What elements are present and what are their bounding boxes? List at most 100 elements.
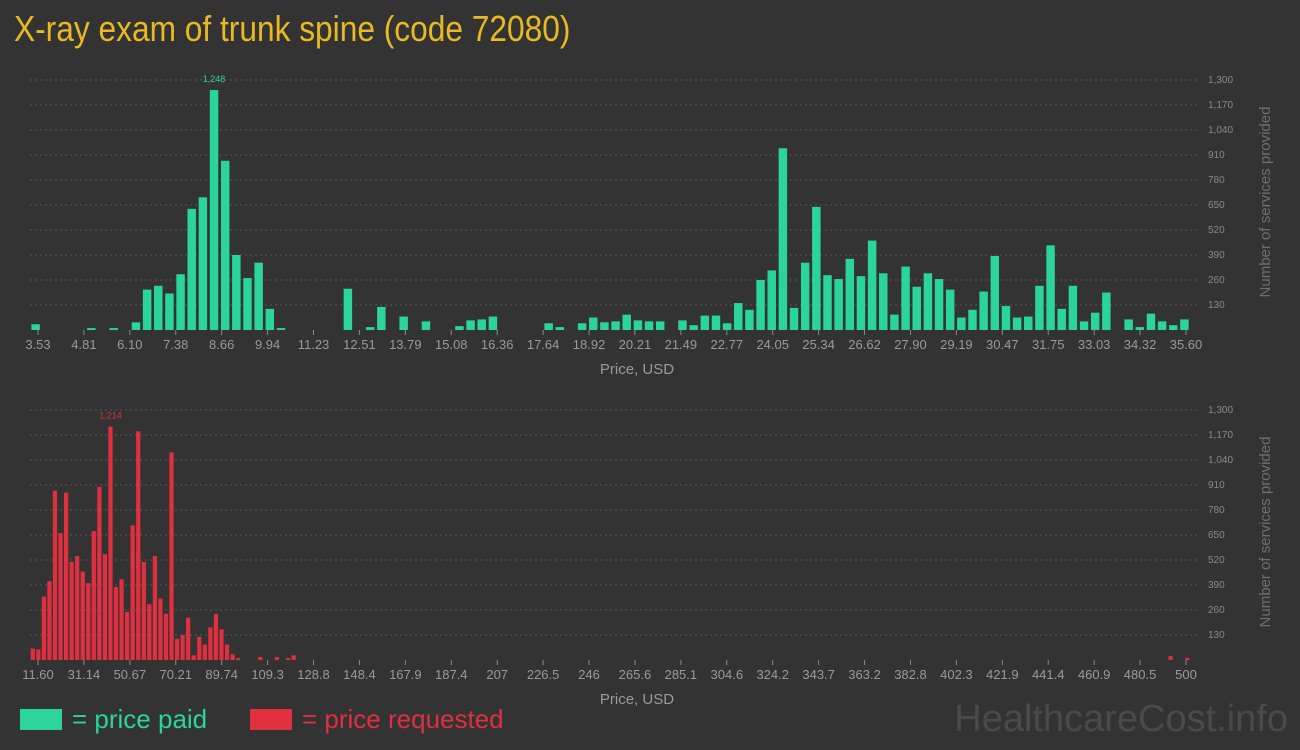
legend-paid-swatch — [20, 709, 62, 730]
y-axis-label: Number of services provided — [1257, 437, 1274, 628]
bar — [86, 583, 91, 660]
x-tick-label: 324.2 — [756, 667, 789, 682]
bar — [109, 328, 118, 330]
bar — [399, 316, 408, 330]
bar — [243, 278, 252, 330]
bar — [845, 258, 855, 330]
x-tick-label: 3.53 — [25, 337, 50, 352]
legend-paid: = price paid — [20, 704, 207, 735]
bar — [87, 328, 96, 330]
bar — [31, 324, 40, 330]
y-tick-label: 650 — [1208, 530, 1225, 541]
bar — [36, 649, 41, 660]
bar — [1035, 285, 1044, 330]
x-tick-label: 25.34 — [802, 337, 835, 352]
bar — [1068, 285, 1078, 330]
x-tick-label: 285.1 — [665, 667, 698, 682]
x-tick-label: 167.9 — [389, 667, 422, 682]
bar — [633, 320, 643, 330]
x-tick-label: 29.19 — [940, 337, 973, 352]
bar — [734, 303, 743, 330]
bar — [477, 319, 486, 330]
bar — [169, 452, 174, 660]
bar — [158, 598, 163, 660]
bar — [254, 262, 263, 330]
bar — [711, 315, 721, 330]
legend-paid-label: = price paid — [72, 704, 208, 734]
x-tick-label: 17.64 — [527, 337, 560, 352]
bar — [756, 280, 765, 330]
y-tick-label: 650 — [1208, 200, 1225, 211]
x-tick-label: 70.21 — [159, 667, 192, 682]
bar — [589, 317, 598, 330]
bar — [108, 426, 113, 660]
bar — [274, 657, 280, 660]
x-tick-label: 382.8 — [894, 667, 927, 682]
y-tick-label: 390 — [1208, 580, 1225, 591]
bar — [97, 486, 102, 660]
x-tick-label: 207 — [486, 667, 508, 682]
bar — [1180, 319, 1189, 330]
y-tick-label: 130 — [1208, 300, 1225, 311]
x-tick-label: 421.9 — [986, 667, 1019, 682]
bar — [1135, 327, 1145, 330]
x-tick-label: 11.60 — [22, 667, 54, 682]
x-tick-label: 500 — [1175, 667, 1197, 682]
bar — [488, 316, 498, 330]
bar — [1001, 305, 1011, 330]
y-tick-label: 520 — [1208, 555, 1225, 566]
bar — [136, 431, 141, 660]
x-tick-label: 226.5 — [527, 667, 560, 682]
x-tick-label: 6.10 — [117, 337, 142, 352]
bar — [187, 208, 196, 330]
x-tick-label: 8.66 — [209, 337, 234, 352]
bar — [113, 586, 119, 660]
peak-data-label: 1,214 — [99, 411, 122, 421]
bar — [154, 285, 163, 330]
bar — [945, 289, 955, 330]
bar — [142, 289, 152, 330]
y-tick-label: 1,040 — [1208, 455, 1233, 466]
bar — [823, 275, 832, 330]
bar — [176, 274, 185, 330]
x-tick-label: 35.60 — [1170, 337, 1203, 352]
bar — [1079, 321, 1089, 330]
bar — [202, 644, 207, 660]
bar — [191, 655, 196, 660]
x-tick-label: 187.4 — [435, 667, 468, 682]
bar — [75, 556, 80, 660]
peak-data-label: 1,248 — [203, 74, 226, 84]
bar — [789, 307, 799, 330]
bar — [285, 658, 291, 660]
x-tick-label: 13.79 — [389, 337, 422, 352]
x-tick-label: 363.2 — [848, 667, 881, 682]
x-tick-label: 12.51 — [343, 337, 376, 352]
bar — [165, 293, 174, 330]
bar — [1157, 321, 1167, 330]
bar — [700, 315, 710, 330]
y-tick-label: 910 — [1208, 480, 1225, 491]
bar — [91, 531, 96, 660]
y-tick-label: 1,170 — [1208, 430, 1233, 441]
x-tick-label: 33.03 — [1078, 337, 1111, 352]
bar — [678, 320, 687, 330]
bar — [130, 525, 135, 660]
x-tick-label: 9.94 — [255, 337, 280, 352]
y-tick-label: 1,170 — [1208, 100, 1233, 111]
bar — [1102, 292, 1111, 330]
bar — [265, 308, 275, 330]
y-tick-label: 780 — [1208, 175, 1225, 186]
bar — [655, 321, 665, 330]
bar — [455, 326, 464, 330]
bar — [767, 270, 776, 330]
bar — [258, 657, 263, 660]
x-tick-label: 460.9 — [1078, 667, 1111, 682]
bar — [180, 635, 185, 660]
bar — [800, 262, 810, 330]
bar — [232, 255, 241, 330]
bar — [58, 533, 63, 660]
bar — [923, 273, 933, 330]
legend-requested-swatch — [250, 709, 292, 730]
bar — [174, 638, 180, 660]
bar — [230, 654, 235, 660]
